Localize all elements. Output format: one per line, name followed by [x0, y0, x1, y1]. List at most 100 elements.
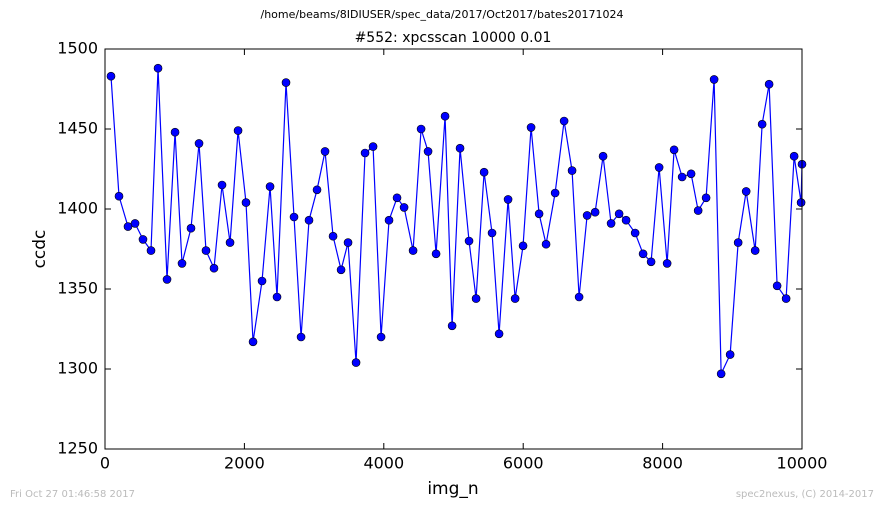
data-point: [123, 222, 133, 231]
data-point: [272, 292, 282, 302]
data-point: [725, 350, 735, 359]
data-point: [614, 209, 624, 219]
data-point: [392, 193, 402, 203]
data-point: [455, 143, 465, 153]
data-point: [289, 212, 299, 222]
plot-frame: [104, 48, 803, 450]
data-point: [399, 203, 409, 212]
data-point: [534, 209, 544, 219]
data-point: [447, 321, 457, 331]
data-point: [518, 241, 528, 251]
x-tick-label: 10000: [777, 454, 828, 473]
data-point: [559, 116, 569, 126]
data-point: [503, 195, 513, 204]
data-point: [541, 239, 551, 249]
data-point: [494, 329, 504, 339]
data-point: [750, 246, 760, 255]
data-point: [153, 63, 163, 73]
x-tick-label: 2000: [224, 454, 265, 473]
data-point: [606, 219, 616, 228]
y-tick-label: 1300: [57, 359, 98, 378]
data-point: [384, 215, 394, 225]
data-point: [257, 276, 267, 286]
data-point: [431, 249, 441, 259]
data-point: [233, 126, 243, 135]
data-point: [693, 206, 703, 215]
data-point: [225, 238, 235, 247]
data-point: [621, 215, 631, 225]
data-point: [479, 167, 489, 177]
y-tick-label: 1450: [57, 119, 98, 138]
data-point: [796, 198, 806, 207]
data-point: [130, 219, 140, 228]
data-point: [416, 124, 426, 134]
data-point: [582, 211, 592, 220]
x-tick-label: 6000: [503, 454, 544, 473]
data-point: [351, 358, 361, 367]
data-point: [177, 259, 187, 268]
y-tick-label: 1250: [57, 439, 98, 458]
data-point: [343, 238, 353, 247]
data-point: [646, 257, 656, 267]
data-point: [170, 127, 180, 137]
data-point: [567, 166, 577, 175]
data-point: [669, 145, 679, 155]
chart-title: #552: xpcsscan 10000 0.01: [355, 30, 552, 46]
data-point: [296, 332, 306, 342]
x-axis-label: img_n: [427, 479, 478, 499]
data-point: [487, 228, 497, 238]
data-point: [312, 185, 322, 195]
data-point: [408, 246, 418, 255]
x-tick-label: 8000: [642, 454, 683, 473]
data-point: [368, 142, 378, 151]
data-point: [440, 111, 450, 121]
data-line: [110, 68, 803, 375]
data-point: [328, 231, 338, 241]
data-point: [320, 147, 330, 156]
data-point: [789, 151, 799, 161]
data-point: [376, 332, 386, 342]
data-point: [709, 75, 719, 84]
data-point: [186, 223, 196, 233]
data-point: [471, 294, 481, 303]
data-point: [574, 292, 584, 302]
y-axis-label: ccdc: [30, 230, 50, 269]
plot-area: [106, 63, 807, 379]
data-point: [733, 238, 743, 247]
data-point: [248, 337, 258, 347]
data-point: [590, 207, 600, 217]
data-point: [241, 198, 251, 207]
data-point: [510, 294, 520, 303]
y-tick-label: 1350: [57, 279, 98, 298]
data-point: [686, 169, 696, 179]
data-point: [162, 275, 172, 284]
y-tick-label: 1500: [57, 39, 98, 58]
data-point: [201, 246, 211, 255]
data-point: [360, 148, 370, 158]
data-point: [630, 228, 640, 238]
x-tick-label: 4000: [363, 454, 404, 473]
data-point: [336, 265, 346, 275]
data-point: [716, 369, 726, 379]
data-point: [772, 281, 782, 291]
footer-left: Fri Oct 27 01:46:58 2017: [10, 489, 135, 500]
data-point: [638, 249, 648, 259]
data-point: [423, 147, 433, 156]
data-point: [526, 123, 536, 132]
data-point: [598, 151, 608, 161]
data-point: [677, 172, 687, 182]
data-point: [217, 180, 227, 190]
data-point: [194, 139, 204, 148]
data-point: [138, 235, 148, 244]
data-point: [654, 163, 664, 172]
data-point: [464, 236, 474, 246]
x-tick-label: 0: [100, 454, 110, 473]
data-point: [550, 188, 560, 198]
data-point: [304, 215, 314, 225]
data-point: [662, 259, 672, 268]
data-point: [265, 182, 275, 191]
y-tick-label: 1400: [57, 199, 98, 218]
data-point: [757, 119, 767, 129]
data-point: [781, 294, 791, 303]
data-point: [281, 78, 291, 87]
